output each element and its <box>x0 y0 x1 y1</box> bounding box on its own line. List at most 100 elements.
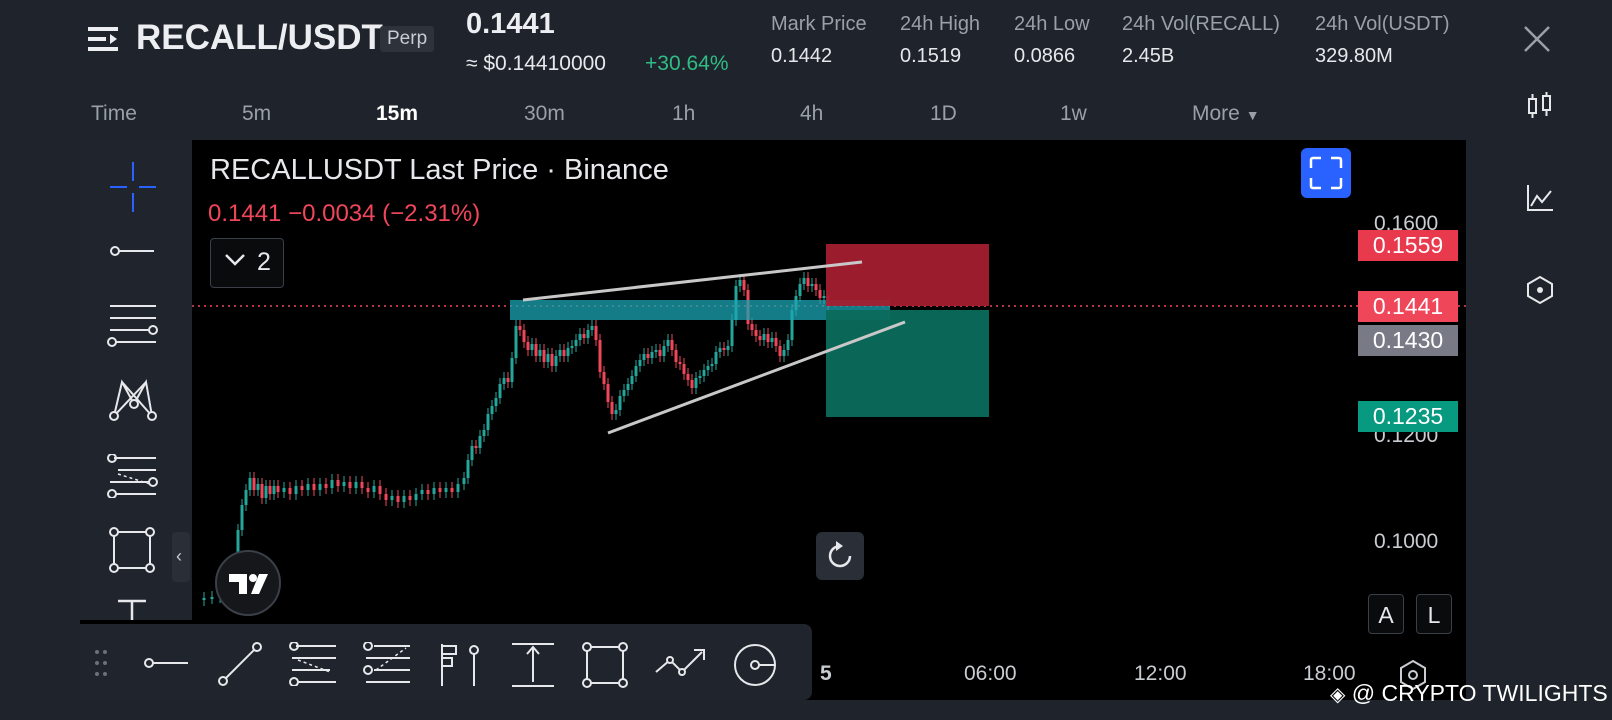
crosshair-icon[interactable] <box>108 162 158 212</box>
tab-more[interactable]: More ▼ <box>1192 102 1260 126</box>
fullscreen-icon <box>1309 156 1343 190</box>
candle-body <box>402 496 406 502</box>
candle-body <box>306 484 310 490</box>
left-drawing-tools <box>80 140 192 620</box>
pair-title[interactable]: RECALL/USDT <box>136 18 383 57</box>
candle-body <box>494 398 498 406</box>
chart-settings-icon[interactable] <box>1396 658 1430 692</box>
toolbar-fib-extension-icon[interactable] <box>362 642 412 686</box>
candle-body <box>354 482 358 488</box>
price-range-icon[interactable] <box>434 640 484 690</box>
candle-body <box>594 326 598 340</box>
fib-retracement-icon[interactable] <box>106 302 160 348</box>
candle-body <box>718 348 722 352</box>
tab-4h[interactable]: 4h <box>800 102 824 125</box>
toolbar-fib-channel-icon[interactable] <box>288 642 338 686</box>
chart-canvas[interactable] <box>80 140 1466 700</box>
time-axis-label-3: 18:00 <box>1303 662 1356 685</box>
tab-30m[interactable]: 30m <box>524 102 565 125</box>
candle-body <box>502 378 506 384</box>
tab-time[interactable]: Time <box>91 102 137 125</box>
candle-body <box>726 346 730 350</box>
tab-1d[interactable]: 1D <box>930 102 957 125</box>
candle-body <box>450 488 454 492</box>
log-scale-button[interactable]: L <box>1416 594 1452 634</box>
time-axis-label-0: 5 <box>820 662 832 685</box>
candle-body <box>550 354 554 366</box>
menu-icon[interactable] <box>86 22 120 56</box>
candle-body <box>474 446 478 448</box>
candle-body <box>822 296 826 298</box>
candle-body <box>754 330 758 336</box>
candle-body <box>810 284 814 286</box>
close-icon[interactable] <box>1522 24 1552 54</box>
watermark-text: @ CRYPTO TWILIGHTS <box>1351 680 1608 706</box>
tab-5m[interactable]: 5m <box>242 102 272 125</box>
last-price-tag: 0.1441 <box>1358 291 1458 322</box>
candlestick-icon[interactable] <box>1524 90 1556 122</box>
tab-15m[interactable]: 15m <box>376 102 419 125</box>
candle-body <box>818 290 822 298</box>
candle-body <box>626 384 630 390</box>
candle-body <box>444 488 448 492</box>
mark-price-value: 0.1442 <box>771 45 833 67</box>
tab-1w[interactable]: 1w <box>1060 102 1087 125</box>
candle-body <box>498 384 502 398</box>
candle-body <box>570 346 574 348</box>
candle-body <box>802 278 806 284</box>
candle-body <box>486 414 490 430</box>
tab-more-label: More <box>1192 102 1240 125</box>
candle-body <box>348 482 352 488</box>
candle-body <box>582 334 586 338</box>
usd-price: ≈ $0.14410000 <box>466 52 606 75</box>
candle-body <box>638 360 642 366</box>
indicators-icon[interactable] <box>1524 274 1556 306</box>
path-tool-icon[interactable] <box>652 644 708 684</box>
fib-channel-icon[interactable] <box>106 454 160 498</box>
collapse-toolbar-button[interactable]: ‹ <box>172 532 190 582</box>
candle-body <box>694 378 698 388</box>
low-24h-label: 24h Low <box>1014 13 1090 35</box>
circle-tool-icon[interactable] <box>730 640 780 690</box>
date-price-range-icon[interactable] <box>508 640 558 690</box>
candle-body <box>330 480 334 488</box>
candle-body <box>470 446 474 460</box>
candle-body <box>758 336 762 340</box>
drag-handle-icon[interactable] <box>94 648 108 678</box>
take-profit-zone <box>826 310 989 417</box>
candle-body <box>562 350 566 356</box>
candle-body <box>710 364 714 366</box>
candle-body <box>806 278 810 286</box>
candle-body <box>482 430 486 436</box>
candle-body <box>336 480 340 486</box>
candle-body <box>252 478 256 490</box>
text-tool-icon[interactable] <box>114 598 150 620</box>
indicators-toggle[interactable]: 2 <box>210 238 284 288</box>
candle-body <box>294 486 298 494</box>
line-chart-icon[interactable] <box>1524 182 1556 214</box>
toolbar-horizontal-ray-icon[interactable] <box>142 648 190 678</box>
candle-body <box>798 284 802 296</box>
pattern-tool-icon[interactable] <box>108 376 158 422</box>
candle-body <box>288 488 292 494</box>
candle-body <box>574 340 578 346</box>
rectangle-tool-icon[interactable] <box>108 526 156 574</box>
vol-base-label: 24h Vol(RECALL) <box>1122 13 1280 35</box>
candle-body <box>546 354 550 362</box>
candle-body <box>706 366 710 370</box>
candle-body <box>614 410 618 414</box>
candle-body <box>618 396 622 410</box>
trend-line-icon[interactable] <box>216 640 264 688</box>
auto-scale-button[interactable]: A <box>1368 594 1404 634</box>
reset-chart-button[interactable] <box>816 532 864 580</box>
candle-body <box>420 490 424 494</box>
candle-body <box>210 597 214 599</box>
tab-1h[interactable]: 1h <box>672 102 696 125</box>
candle-body <box>366 488 370 492</box>
entry-price-tag: 0.1430 <box>1358 325 1458 356</box>
toolbar-rectangle-icon[interactable] <box>582 642 628 688</box>
horizontal-ray-icon[interactable] <box>108 236 158 266</box>
fullscreen-button[interactable] <box>1301 148 1351 198</box>
watermark: ◈ @ CRYPTO TWILIGHTS <box>1330 680 1608 707</box>
